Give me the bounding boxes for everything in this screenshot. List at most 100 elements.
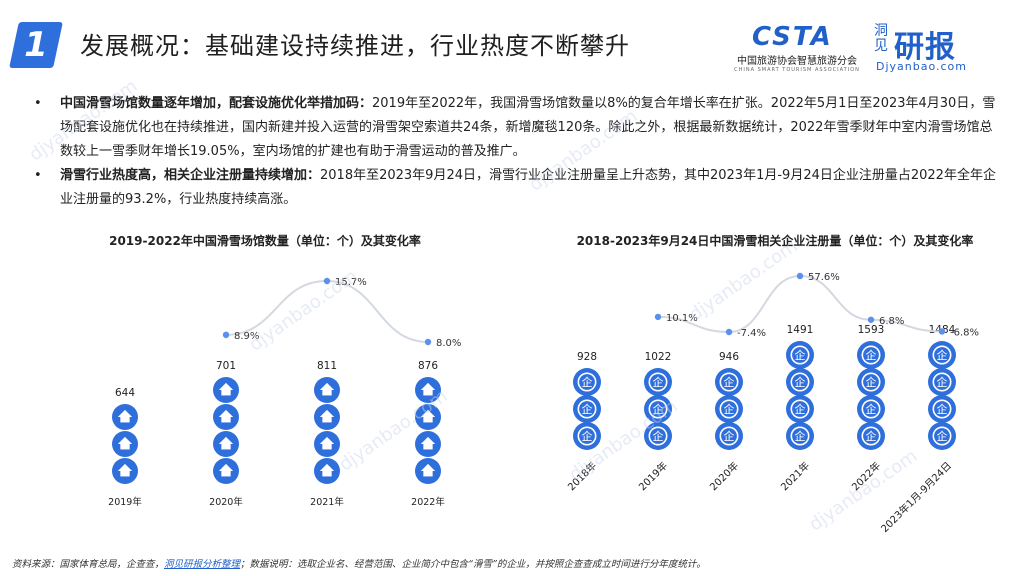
growth-point [323, 277, 331, 285]
slide-header: 1 发展概况：基础建设持续推进，行业热度不断攀升 CSTA 中国旅游协会智慧旅游… [0, 0, 1024, 80]
house-icon-roof [420, 409, 436, 417]
enterprise-icon-glyph: 企 [866, 429, 877, 443]
enterprise-icon-glyph: 企 [866, 402, 877, 416]
source-link[interactable]: 洞见研报分析整理 [164, 559, 241, 570]
bullet-lead: 滑雪行业热度高，相关企业注册量持续增加： [60, 168, 321, 183]
house-icon-roof [117, 409, 133, 417]
growth-point [796, 272, 804, 280]
enterprise-icon-glyph: 企 [795, 348, 806, 362]
enterprise-icon-ring [577, 372, 597, 392]
data-label: 644 [115, 387, 135, 399]
data-label: 1593 [858, 324, 885, 336]
enterprise-icon-bg [715, 422, 743, 450]
enterprise-icon-ring [719, 372, 739, 392]
enterprise-icon-bg [928, 368, 956, 396]
house-icon-body [120, 470, 130, 477]
data-label: 811 [317, 360, 337, 372]
growth-label: 8.9% [234, 331, 259, 342]
enterprise-icon-ring [790, 372, 810, 392]
growth-point [654, 313, 662, 321]
enterprise-icon-bg [644, 422, 672, 450]
enterprise-icon-glyph: 企 [724, 375, 735, 389]
enterprise-registration-chart-svg: 企企企928企企企1022企企企946企企企企1491企企企企1593企企企企1… [565, 272, 979, 535]
bullet-dot: • [34, 96, 42, 111]
enterprise-icon-bg [573, 422, 601, 450]
bar [112, 404, 138, 484]
enterprise-icon-ring [932, 426, 952, 446]
data-label: 1491 [787, 324, 814, 336]
bar [415, 377, 441, 484]
growth-label: 57.6% [808, 272, 840, 283]
house-icon-roof [319, 382, 335, 390]
enterprise-icon-glyph: 企 [937, 348, 948, 362]
enterprise-icon-glyph: 企 [937, 429, 948, 443]
djyanbao-logo-big: 研报 [894, 30, 956, 65]
djyanbao-logo-small: 洞见 [874, 23, 888, 54]
x-tick-label: 2021年 [310, 496, 344, 508]
enterprise-icon-ring [861, 372, 881, 392]
enterprise-icon-glyph: 企 [582, 402, 593, 416]
ski-venues-chart: 2019-2022年中国滑雪场馆数量（单位：个）及其变化率 644 701 811 8… [40, 228, 490, 520]
enterprise-icon-glyph: 企 [795, 375, 806, 389]
bullet-list: • 中国滑雪场馆数量逐年增加，配套设施优化举措加码：2019年至2022年，我国… [30, 92, 1000, 212]
house-icon-body [120, 443, 130, 450]
enterprise-icon-glyph: 企 [795, 402, 806, 416]
enterprise-icon-ring [648, 426, 668, 446]
enterprise-icon-ring [861, 399, 881, 419]
house-icon-roof [319, 409, 335, 417]
house-icon-body [423, 470, 433, 477]
bar: 企企企 [573, 368, 601, 450]
enterprise-icon-bg [928, 341, 956, 369]
enterprise-icon-glyph: 企 [582, 375, 593, 389]
bullet-lead: 中国滑雪场馆数量逐年增加，配套设施优化举措加码： [60, 96, 373, 111]
enterprise-icon-ring [719, 399, 739, 419]
enterprise-icon-bg [857, 422, 885, 450]
growth-point [424, 338, 432, 346]
enterprise-icon-ring [648, 372, 668, 392]
house-icon-body [322, 443, 332, 450]
x-tick-label: 2019年 [636, 459, 670, 493]
house-icon-body [423, 389, 433, 396]
enterprise-icon-bg [715, 395, 743, 423]
data-label: 876 [418, 360, 438, 372]
house-icon-body [423, 443, 433, 450]
bullet-dot: • [34, 168, 42, 183]
enterprise-icon-ring [861, 345, 881, 365]
growth-label: 8.0% [436, 338, 461, 349]
enterprise-icon-ring [648, 399, 668, 419]
enterprise-icon-glyph: 企 [866, 375, 877, 389]
enterprise-icon-glyph: 企 [795, 429, 806, 443]
house-icon-body [221, 470, 231, 477]
enterprise-icon-ring [932, 399, 952, 419]
ski-venues-chart-svg: 644 701 811 876 8.9% 15.7% 8.0% 2019年 2020年 2021年… [108, 277, 461, 508]
section-number-badge: 1 [9, 22, 63, 68]
growth-point [867, 316, 875, 323]
x-tick-label: 2020年 [707, 459, 741, 493]
growth-label: -7.4% [737, 328, 766, 339]
growth-label: 6.8% [879, 316, 904, 327]
enterprise-icon-bg [715, 368, 743, 396]
enterprise-icon-bg [786, 368, 814, 396]
enterprise-icon-glyph: 企 [653, 375, 664, 389]
growth-label: 15.7% [335, 277, 367, 288]
csta-logo-mark: CSTA [752, 22, 833, 52]
enterprise-icon-glyph: 企 [866, 348, 877, 362]
enterprise-icon-bg [786, 341, 814, 369]
house-icon-roof [420, 436, 436, 444]
x-tick-label: 2019年 [108, 496, 142, 508]
enterprise-icon-glyph: 企 [653, 402, 664, 416]
chart-title: 2019-2022年中国滑雪场馆数量（单位：个）及其变化率 [109, 234, 421, 248]
x-tick-label: 2021年 [778, 459, 812, 493]
house-icon-roof [319, 463, 335, 471]
house-icon-body [322, 470, 332, 477]
enterprise-registration-chart: 2018-2023年9月24日中国滑雪相关企业注册量（单位：个）及其变化率 企企… [540, 228, 1010, 548]
enterprise-icon-bg [857, 341, 885, 369]
x-tick-label: 2020年 [209, 496, 243, 508]
enterprise-icon-ring [932, 372, 952, 392]
growth-label: -6.8% [950, 327, 979, 338]
bar [213, 377, 239, 484]
source-prefix: 资料来源：国家体育总局，企查查， [12, 559, 165, 570]
